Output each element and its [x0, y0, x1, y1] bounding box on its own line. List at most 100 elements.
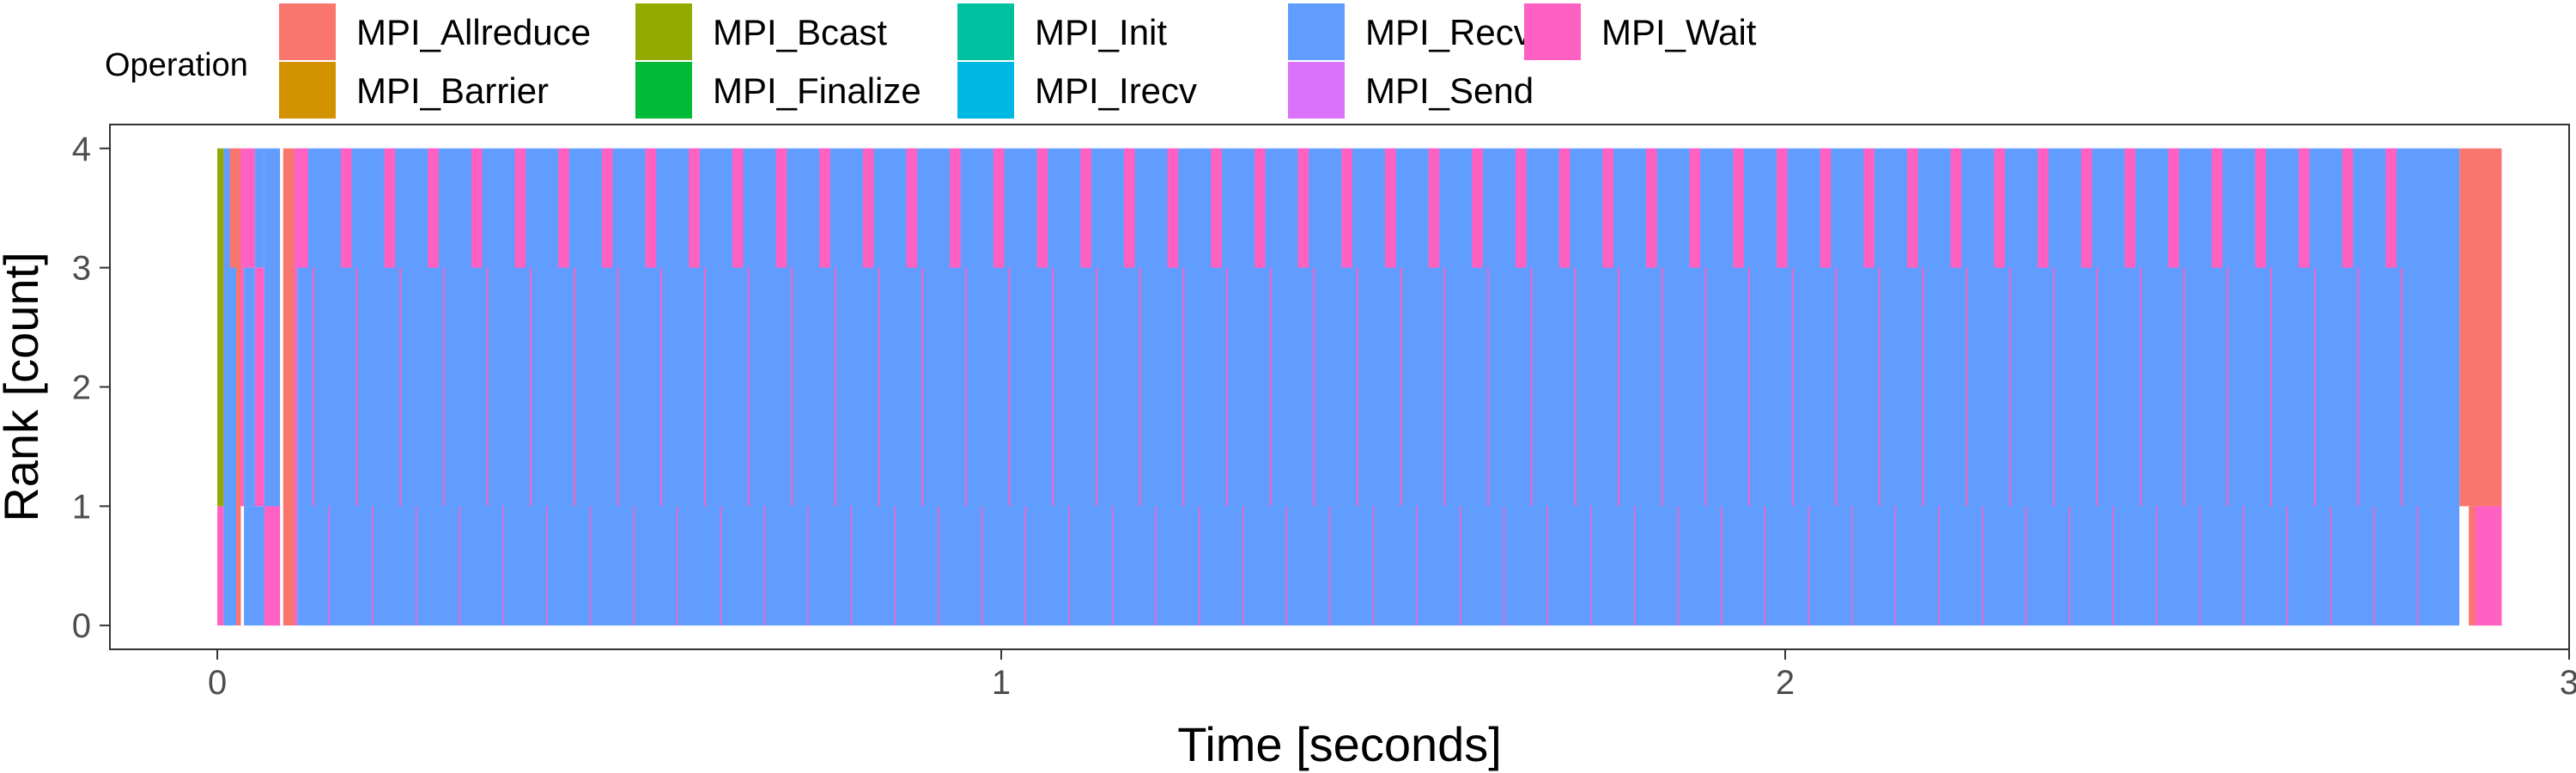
segment-mpi-wait — [1139, 267, 1141, 507]
segment-mpi-wait — [2069, 506, 2071, 626]
segment-mpi-wait — [633, 506, 635, 626]
segment-mpi-wait — [372, 506, 374, 626]
segment-mpi-wait — [834, 267, 836, 507]
segment-mpi-wait — [1254, 148, 1266, 268]
segment-mpi-wait — [2096, 267, 2099, 507]
segment-mpi-wait — [416, 506, 417, 626]
segment-mpi-wait — [1851, 506, 1853, 626]
segment-mpi-wait — [2211, 148, 2223, 268]
segment-mpi-wait — [1558, 148, 1571, 268]
segment-mpi-wait — [2155, 506, 2158, 626]
segment-mpi-wait — [2342, 148, 2354, 268]
y-tick-label: 2 — [72, 369, 91, 407]
segment-mpi-wait — [2168, 148, 2179, 268]
segment-mpi-wait — [763, 506, 765, 626]
segment-mpi-wait — [1965, 267, 1968, 507]
segment-mpi-wait — [1546, 506, 1548, 626]
segment-mpi-wait — [1428, 148, 1440, 268]
x-tick-label: 0 — [208, 664, 227, 702]
segment-mpi-wait — [1574, 267, 1577, 507]
segment-mpi-wait — [689, 148, 700, 268]
legend-swatch — [957, 3, 1014, 60]
segment-mpi-wait — [1036, 148, 1048, 268]
legend-swatch — [635, 3, 692, 60]
segment-mpi-wait — [2038, 148, 2049, 268]
segment-mpi-wait — [1791, 267, 1794, 507]
segment-mpi-wait — [573, 267, 575, 507]
segment-mpi-wait — [1155, 506, 1157, 626]
segment-mpi-wait — [1922, 267, 1924, 507]
segment-mpi-wait — [1602, 148, 1613, 268]
segment-mpi-wait — [1618, 267, 1619, 507]
segment-mpi-wait — [791, 267, 793, 507]
segment-mpi-wait — [747, 267, 750, 507]
segment-mpi-wait — [2227, 267, 2229, 507]
segment-mpi-wait — [1633, 506, 1636, 626]
segment-mpi-wait — [1341, 148, 1352, 268]
segment-mpi-wait — [1503, 506, 1505, 626]
segment-mpi-wait — [1894, 506, 1897, 626]
segment-mpi-wait — [1329, 506, 1331, 626]
segment-mpi-wait — [514, 148, 526, 268]
segment-mpi-allreduce — [229, 148, 236, 268]
segment-mpi-wait — [1863, 148, 1874, 268]
legend-label: MPI_Allreduce — [356, 12, 591, 52]
segment-mpi-wait — [1994, 148, 2005, 268]
segment-mpi-wait — [340, 148, 352, 268]
segment-mpi-wait — [660, 267, 663, 507]
segment-mpi-wait — [2357, 267, 2360, 507]
segment-mpi-wait — [1807, 506, 1809, 626]
segment-mpi-wait — [2140, 267, 2142, 507]
segment-mpi-wait — [502, 506, 504, 626]
x-tick-label: 1 — [992, 664, 1011, 702]
legend-label: MPI_Irecv — [1035, 70, 1197, 111]
x-tick-label: 2 — [1776, 664, 1795, 702]
segment-mpi-recv — [254, 148, 264, 268]
segment-mpi-wait — [2416, 506, 2419, 626]
segment-mpi-wait — [1733, 148, 1744, 268]
segment-mpi-wait — [1416, 506, 1418, 626]
segment-mpi-wait — [921, 267, 924, 507]
segment-mpi-wait — [1199, 506, 1200, 626]
segment-mpi-wait — [732, 148, 744, 268]
legend-label: MPI_Wait — [1601, 12, 1757, 52]
segment-mpi-wait — [1400, 267, 1402, 507]
y-tick-label: 1 — [72, 488, 91, 526]
segment-mpi-wait — [1167, 148, 1179, 268]
legend-swatch — [957, 62, 1014, 119]
segment-mpi-wait — [459, 506, 461, 626]
segment-mpi-wait — [1226, 267, 1228, 507]
segment-mpi-wait — [1704, 267, 1707, 507]
y-axis-title: Rank [count] — [0, 252, 48, 521]
segment-mpi-wait — [1269, 267, 1272, 507]
segment-mpi-wait — [2124, 148, 2136, 268]
segment-mpi-wait — [1776, 148, 1788, 268]
segment-mpi-wait — [1008, 267, 1011, 507]
segment-mpi-wait — [2401, 267, 2403, 507]
segment-mpi-recv-base — [297, 148, 2460, 626]
segment-mpi-wait — [1748, 267, 1750, 507]
segment-mpi-wait — [2255, 148, 2267, 268]
segment-mpi-wait — [2025, 506, 2027, 626]
segment-mpi-wait — [240, 148, 245, 507]
legend-label: MPI_Finalize — [713, 70, 921, 111]
segment-mpi-wait — [1211, 148, 1222, 268]
segment-mpi-wait — [1645, 148, 1657, 268]
segment-mpi-wait — [894, 506, 896, 626]
segment-mpi-wait — [1096, 267, 1097, 507]
segment-mpi-wait — [1024, 506, 1026, 626]
segment-mpi-wait — [1052, 267, 1054, 507]
legend-swatch — [279, 62, 336, 119]
segment-mpi-wait — [1297, 148, 1309, 268]
segment-mpi-wait — [617, 267, 619, 507]
segment-mpi-wait — [1661, 267, 1663, 507]
segment-mpi-wait — [1938, 506, 1940, 626]
segment-mpi-wait — [964, 267, 967, 507]
segment-mpi-allreduce — [235, 148, 241, 626]
segment-mpi-wait — [254, 267, 264, 507]
segment-mpi-recv — [244, 506, 264, 626]
legend-title: Operation — [105, 47, 248, 83]
segment-mpi-wait — [2199, 506, 2202, 626]
segment-mpi-wait — [993, 148, 1005, 268]
